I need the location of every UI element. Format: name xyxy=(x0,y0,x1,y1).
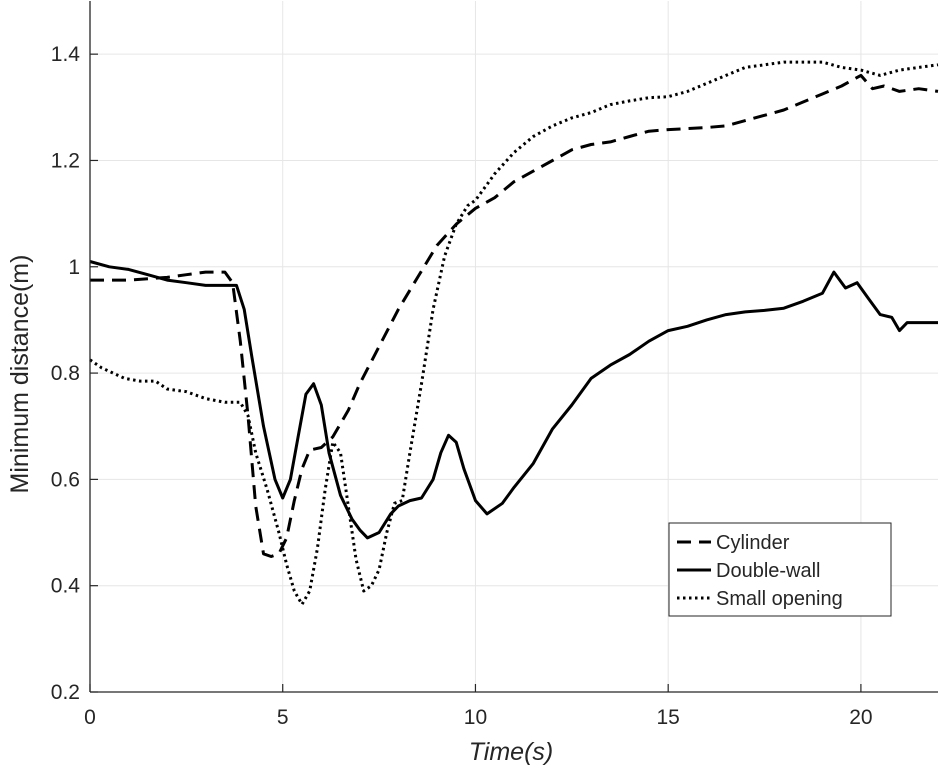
x-tick-label: 15 xyxy=(657,706,680,729)
axes xyxy=(89,1,938,693)
legend-label: Small opening xyxy=(716,588,843,610)
y-tick-label: 0.2 xyxy=(51,681,80,704)
legend-label: Cylinder xyxy=(716,532,790,554)
legend: Cylinder Double-wall Small opening xyxy=(668,522,892,617)
x-axis-title: Time(s) xyxy=(469,738,554,766)
x-tick-label: 10 xyxy=(464,706,487,729)
x-tick-label: 5 xyxy=(277,706,289,729)
y-axis-title: Minimum distance(m) xyxy=(6,255,34,494)
tick-labels: 0 5 10 15 20 0.2 0.4 0.6 0.8 1 1.2 1.4 xyxy=(51,43,873,729)
x-tick-label: 20 xyxy=(849,706,872,729)
series-lines xyxy=(89,60,939,606)
legend-label: Double-wall xyxy=(716,560,821,582)
y-tick-label: 0.4 xyxy=(51,575,81,598)
y-tick-label: 1.2 xyxy=(51,149,80,172)
y-tick-label: 0.8 xyxy=(51,362,80,385)
y-tick-label: 1.4 xyxy=(51,43,81,66)
x-tick-label: 0 xyxy=(84,706,96,729)
y-tick-label: 1 xyxy=(68,256,80,279)
series-line-double-wall xyxy=(89,260,938,540)
y-tick-label: 0.6 xyxy=(51,468,80,491)
series-line-small-opening xyxy=(89,60,939,606)
